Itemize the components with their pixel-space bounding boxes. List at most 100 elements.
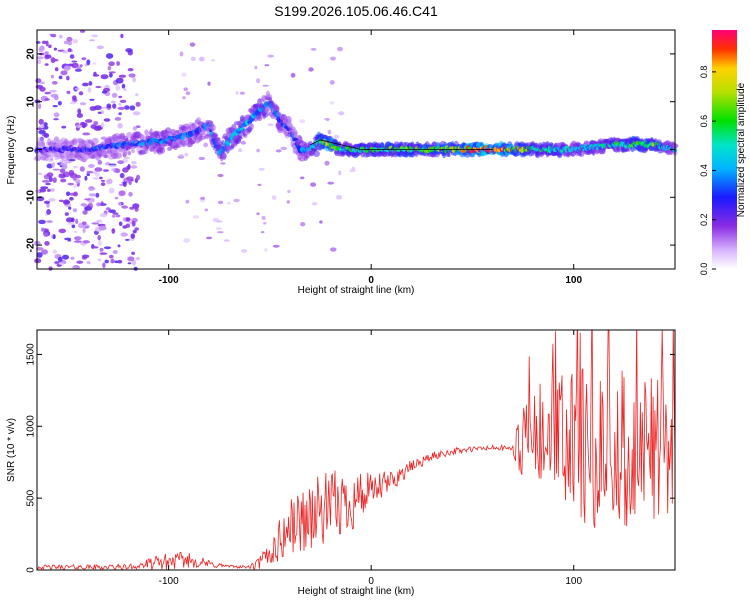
spectrogram-noise-blob	[118, 112, 122, 116]
spectrogram-noise-blob	[223, 239, 230, 242]
spectrogram-noise-blob	[327, 181, 335, 185]
spectrogram-noise-blob	[207, 81, 211, 86]
spectrogram-noise-blob	[190, 56, 196, 62]
spectrogram-noise-blob	[300, 176, 305, 180]
y-tick-label: 1000	[26, 415, 37, 438]
spectrogram-noise-blob	[124, 156, 130, 159]
colorbar-tick-label: 0.6	[699, 115, 709, 128]
colorbar-tick-label: 0.8	[699, 66, 709, 79]
spectrogram-noise-blob	[44, 241, 50, 246]
spectrogram-noise-blob	[216, 220, 223, 223]
spectrogram-noise-blob	[62, 199, 70, 205]
spectrogram-noise-blob	[59, 168, 66, 173]
spectrogram-noise-blob	[37, 172, 43, 175]
spectrogram-noise-blob	[39, 86, 46, 92]
spectrogram-noise-blob	[275, 149, 282, 153]
spectrogram-noise-blob	[88, 164, 95, 168]
spectrogram-noise-blob	[66, 191, 71, 197]
spectrogram-noise-blob	[204, 208, 209, 212]
spectrogram-noise-blob	[88, 187, 96, 191]
spectrogram-noise-blob	[41, 249, 48, 255]
spectrogram-noise-blob	[53, 47, 58, 51]
spectrogram-noise-blob	[125, 217, 131, 222]
spectrogram-noise-blob	[108, 209, 116, 213]
spectrogram-noise-blob	[99, 247, 104, 252]
y-tick-label: 0	[26, 567, 37, 573]
spectrogram-noise-blob	[106, 103, 112, 109]
spectrogram-noise-blob	[59, 199, 64, 202]
spectrogram-ridge-halo	[127, 151, 132, 156]
spectrogram-noise-blob	[38, 118, 44, 125]
spectrogram-noise-blob	[48, 176, 53, 183]
spectrogram-noise-blob	[49, 89, 58, 93]
spectrogram-noise-blob	[200, 196, 206, 200]
spectrogram-ridge-halo	[313, 150, 320, 157]
spectrogram-noise-blob	[46, 172, 54, 178]
spectrogram-noise-blob	[100, 122, 105, 128]
spectrogram-noise-blob	[105, 207, 111, 211]
spectrogram-noise-blob	[129, 105, 136, 111]
spectrogram-noise-blob	[85, 226, 89, 229]
spectrogram-noise-blob	[86, 204, 91, 211]
spectrogram-noise-blob	[132, 229, 137, 234]
spectrogram-noise-blob	[54, 67, 59, 72]
spectrogram-noise-blob	[69, 101, 77, 105]
spectrogram-noise-blob	[52, 105, 58, 108]
spectrogram-noise-blob	[135, 93, 139, 97]
spectrogram-noise-blob	[40, 227, 45, 232]
spectrogram-noise-blob	[114, 196, 119, 200]
spectrogram-noise-blob	[75, 178, 81, 184]
spectrogram-noise-blob	[41, 40, 47, 44]
spectrogram-noise-blob	[49, 33, 57, 36]
spectrogram-noise-blob	[88, 81, 93, 86]
spectrogram-noise-blob	[118, 103, 122, 106]
spectrogram-noise-blob	[100, 179, 106, 182]
spectrogram-noise-blob	[77, 108, 82, 114]
spectrogram-noise-blob	[72, 176, 77, 181]
spectrogram-noise-blob	[100, 110, 105, 115]
spectrogram-noise-blob	[39, 188, 47, 193]
spectrogram-noise-blob	[108, 61, 115, 66]
spectrogram-noise-blob	[287, 189, 291, 194]
spectrogram-noise-blob	[132, 126, 138, 131]
spectrogram-noise-blob	[256, 212, 260, 216]
spectrogram-noise-blob	[38, 103, 42, 110]
spectrogram-noise-blob	[38, 125, 45, 129]
spectrogram-noise-blob	[272, 244, 280, 248]
spectrogram-noise-blob	[86, 59, 91, 66]
spectrogram-noise-blob	[53, 118, 59, 121]
spectrogram-noise-blob	[43, 122, 48, 127]
spectrogram-noise-blob	[127, 262, 132, 265]
spectrogram-ridge-halo	[189, 137, 197, 145]
spectrogram-noise-blob	[300, 222, 306, 227]
spectrogram-noise-blob	[43, 133, 50, 138]
spectrogram-x-axis-label: Height of straight line (km)	[298, 285, 415, 296]
spectrogram-noise-blob	[310, 182, 317, 187]
spectrogram-noise-blob	[330, 56, 336, 61]
spectrogram-noise-blob	[131, 220, 136, 227]
spectrogram-noise-blob	[127, 238, 136, 241]
spectrogram-noise-blob	[99, 252, 108, 255]
spectrogram-noise-blob	[123, 88, 127, 91]
colorbar-gradient	[712, 30, 737, 269]
y-tick-label: -20	[26, 237, 37, 252]
spectrogram-noise-blob	[70, 256, 75, 260]
spectrogram-noise-blob	[63, 40, 69, 45]
spectrogram-noise-blob	[109, 164, 117, 168]
spectrogram-noise-blob	[35, 127, 43, 131]
spectrogram-noise-blob	[62, 254, 69, 260]
spectrogram-noise-blob	[109, 72, 113, 78]
spectrogram-noise-blob	[121, 205, 128, 209]
spectrogram-noise-blob	[217, 231, 224, 234]
spectrogram-noise-blob	[110, 258, 115, 264]
colorbar: 0.0 0.2 0.4 0.6 0.8 Normalized spectral ampl…	[699, 30, 747, 275]
spectrogram-noise-blob	[125, 48, 133, 53]
spectrogram-noise-blob	[66, 90, 71, 95]
spectrogram-noise-blob	[73, 184, 77, 189]
spectrogram-noise-blob	[182, 96, 186, 100]
spectrogram-noise-blob	[102, 262, 106, 269]
spectrogram-noise-blob	[105, 53, 114, 59]
spectrogram-noise-blob	[118, 221, 123, 227]
y-tick-label: 20	[26, 48, 37, 60]
